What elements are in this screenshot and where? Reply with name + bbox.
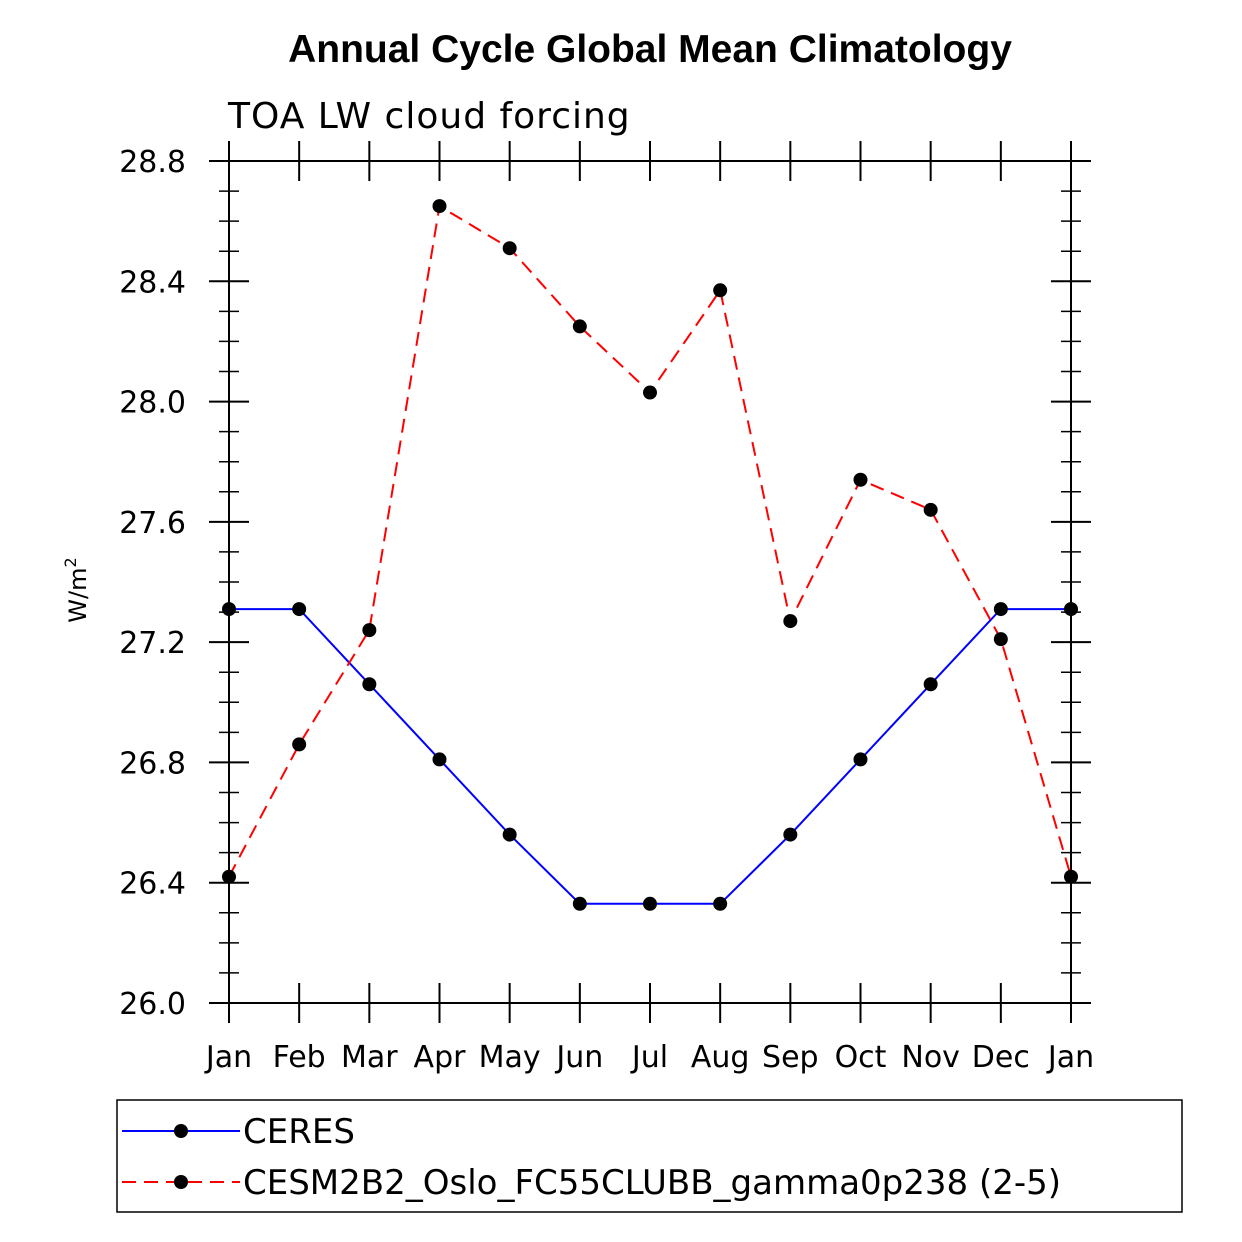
x-tick-label: May — [479, 1040, 541, 1075]
series-1-point — [432, 199, 447, 214]
y-tick-label: 27.2 — [119, 626, 186, 661]
x-tick-label: Feb — [273, 1040, 326, 1075]
legend: CERES CESM2B2_Oslo_FC55CLUBB_gamma0p238 … — [116, 1099, 1183, 1213]
series-0-point — [783, 827, 798, 842]
y-axis-label-base: W/m — [64, 567, 92, 622]
y-tick-label: 27.6 — [119, 506, 186, 541]
series-1-point — [502, 241, 517, 256]
x-tick-label: Jul — [630, 1040, 668, 1075]
series-1-point — [993, 632, 1008, 647]
y-axis-label-superscript: 2 — [61, 557, 80, 567]
series-1-point — [362, 623, 377, 638]
axes: Jan Feb Mar Apr May Jun Jul Aug Sep Oct Nov Dec Jan 2… — [119, 141, 1094, 1075]
series-1-point — [713, 283, 728, 298]
series-1-point — [853, 472, 868, 487]
legend-label-ceres: CERES — [243, 1112, 355, 1152]
x-tick-label: Nov — [901, 1040, 960, 1075]
x-tick-label: Jan — [204, 1040, 252, 1075]
series-line-0 — [229, 608, 1071, 905]
series-0-point — [432, 752, 447, 767]
legend-box — [116, 1099, 1183, 1213]
x-tick-label: Oct — [835, 1040, 887, 1075]
y-tick-label: 26.8 — [119, 746, 186, 781]
series-1-point — [783, 614, 798, 629]
series-0-point — [1064, 602, 1078, 617]
series-0-point — [713, 896, 728, 911]
series-0-point — [923, 677, 938, 692]
series-0-point — [292, 602, 307, 617]
series-0-point — [643, 896, 657, 911]
x-tick-label: Jun — [554, 1040, 603, 1075]
series-line-1 — [228, 204, 1072, 878]
series-0-point — [502, 827, 517, 842]
y-tick-label: 26.0 — [119, 987, 186, 1022]
plot-frame — [228, 160, 1072, 1004]
series-0-point — [572, 896, 587, 911]
y-tick-label: 28.0 — [119, 386, 186, 421]
series-0-point — [853, 752, 868, 767]
legend-label-cesm: CESM2B2_Oslo_FC55CLUBB_gamma0p238 (2-5) — [243, 1163, 1061, 1203]
legend-marker-ceres — [174, 1124, 188, 1138]
series-1-point — [643, 385, 657, 400]
x-tick-label: Jan — [1046, 1040, 1094, 1075]
series-1-point — [292, 737, 307, 752]
x-tick-label: Apr — [414, 1040, 467, 1075]
y-tick-label: 28.8 — [119, 145, 186, 180]
series-layer — [222, 199, 1078, 911]
y-axis-label: W/m2 — [61, 557, 92, 622]
y-tick-label: 26.4 — [119, 867, 186, 902]
series-0-point — [362, 677, 377, 692]
series-0-point — [993, 602, 1008, 617]
chart-subtitle: TOA LW cloud forcing — [227, 96, 631, 137]
series-0-point — [222, 602, 236, 617]
x-tick-label: Mar — [341, 1040, 398, 1075]
series-1-point — [923, 502, 938, 517]
x-tick-label: Aug — [691, 1040, 750, 1075]
chart-title: Annual Cycle Global Mean Climatology — [288, 28, 1012, 71]
series-1-point — [222, 869, 236, 884]
y-tick-label: 28.4 — [119, 265, 186, 300]
x-tick-label: Sep — [762, 1040, 819, 1075]
legend-marker-cesm — [174, 1175, 188, 1189]
series-1-point — [572, 319, 587, 334]
x-tick-label: Dec — [972, 1040, 1030, 1075]
series-1-point — [1064, 869, 1078, 884]
